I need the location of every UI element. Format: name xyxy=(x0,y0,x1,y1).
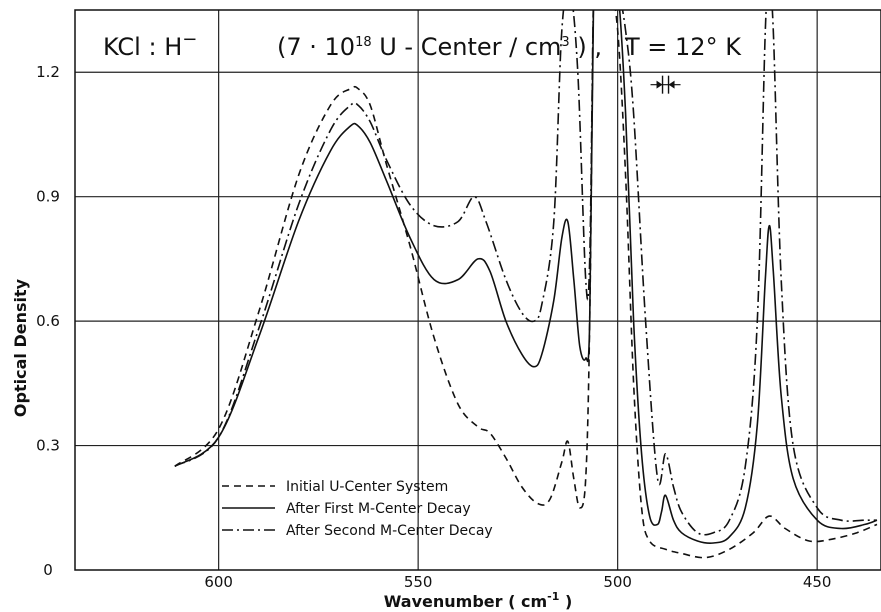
tick-labels: 0 0.3 0.6 0.9 1.2 600 550 500 450 xyxy=(36,63,831,591)
title-conc-exp: 18 xyxy=(355,35,372,50)
grid-lines xyxy=(75,10,881,570)
legend: Initial U-Center System After First M-Cen… xyxy=(222,479,493,539)
y-tick-label: 0.3 xyxy=(36,437,60,455)
series-layer xyxy=(174,10,878,559)
legend-label: After Second M-Center Decay xyxy=(286,523,493,539)
y-tick-label: 1.2 xyxy=(36,63,60,81)
y-axis-label: Optical Density xyxy=(11,278,30,417)
x-tick-label: 600 xyxy=(204,573,233,591)
x-tick-label: 500 xyxy=(603,573,632,591)
y-tick-label: 0.6 xyxy=(36,312,60,330)
series-line-2 xyxy=(174,10,878,545)
resolution-marker-icon xyxy=(650,75,681,94)
title-conc-mid: U - Center / cm xyxy=(372,33,562,61)
title-temperature: T = 12° K xyxy=(624,33,742,61)
x-axis-label-exp: -1 xyxy=(547,590,559,603)
x-axis-label-close: ) xyxy=(559,592,572,611)
x-tick-label: 450 xyxy=(803,573,832,591)
svg-text:(7 · 1018 U - Center / cm3 ) ,: (7 · 1018 U - Center / cm3 ) , xyxy=(277,33,602,61)
title-main: KCl : H xyxy=(103,33,182,61)
title-charge: − xyxy=(182,29,197,50)
x-axis-label-text: Wavenumber ( cm xyxy=(384,592,547,611)
title-conc-cube: 3 xyxy=(561,35,569,50)
marker-arrow xyxy=(656,80,663,89)
x-tick-label: 550 xyxy=(404,573,433,591)
series-line-1 xyxy=(174,10,878,559)
title-conc-pre: (7 · 10 xyxy=(277,33,355,61)
marker-arrow xyxy=(668,80,675,89)
legend-label: Initial U-Center System xyxy=(286,479,448,495)
plot-frame xyxy=(74,9,881,571)
series-line-3 xyxy=(174,10,877,536)
y-tick-label: 0.9 xyxy=(36,188,60,206)
title-conc-post: ) , xyxy=(570,33,602,61)
legend-label: After First M-Center Decay xyxy=(286,501,471,517)
chart-title: KCl : H− (7 · 1018 U - Center / cm3 ) , … xyxy=(103,29,742,61)
svg-text:KCl : H−: KCl : H− xyxy=(103,29,197,61)
x-axis-label: Wavenumber ( cm-1 ) xyxy=(384,590,573,611)
y-tick-label: 0 xyxy=(43,561,53,579)
